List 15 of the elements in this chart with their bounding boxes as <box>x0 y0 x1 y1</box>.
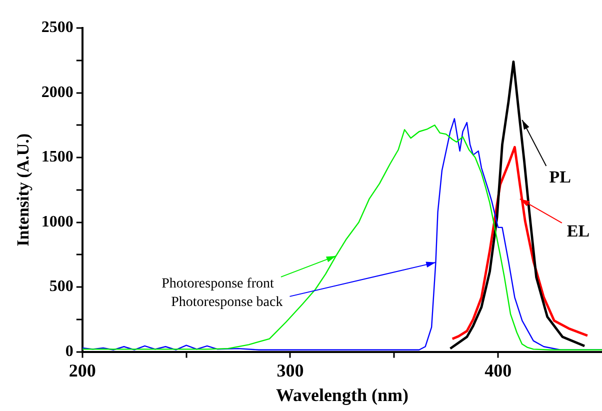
x-tick-label: 400 <box>484 360 512 380</box>
x-tick-label: 200 <box>68 360 96 380</box>
x-tick-label: 300 <box>276 360 304 380</box>
y-tick-label: 0 <box>65 342 74 360</box>
y-tick-label: 2000 <box>41 84 74 101</box>
y-axis-title: Intensity (A.U.) <box>14 133 33 246</box>
annotation: EL <box>566 221 590 240</box>
y-tick-label: 1000 <box>41 213 74 230</box>
x-axis-title: Wavelength (nm) <box>276 384 408 405</box>
y-tick-label: 500 <box>49 278 74 296</box>
y-tick-label: 1500 <box>41 148 74 166</box>
y-tick-label: 2500 <box>41 19 74 36</box>
annotation: Photoresponse front <box>162 276 274 292</box>
annotation: PL <box>549 167 571 186</box>
annotation: Photoresponse back <box>171 295 283 310</box>
